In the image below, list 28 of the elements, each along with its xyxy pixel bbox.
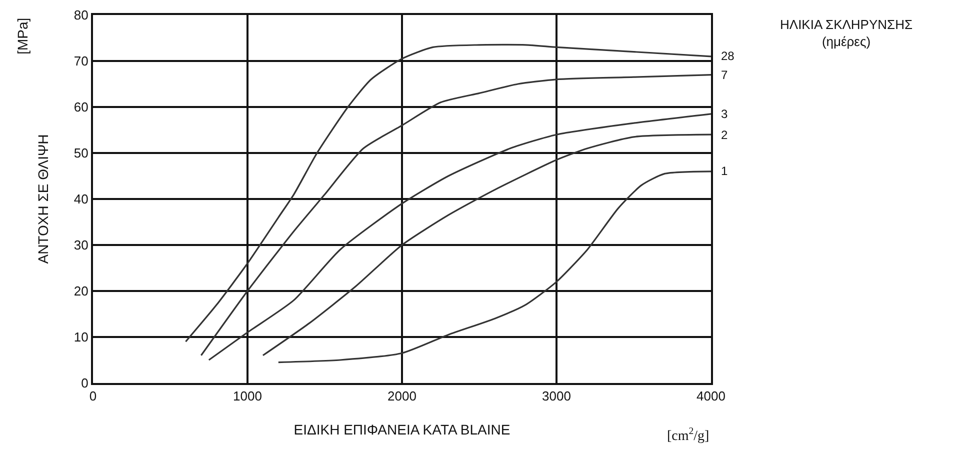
y-tick-label: 0 [81, 376, 88, 391]
y-tick-label: 20 [74, 284, 88, 299]
series-label: 3 [721, 107, 728, 121]
line-series [184, 44, 711, 342]
x-tick-label: 1000 [233, 388, 262, 404]
y-axis-title: ΑΝΤΟΧΗ ΣΕ ΘΛΙΨΗ [35, 134, 52, 264]
legend-title: ΗΛΙΚΙΑ ΣΚΛΗΡΥΝΣΗΣ (ημέρες) [780, 17, 913, 49]
x-tick-label: 2000 [388, 388, 416, 404]
line-series [208, 113, 711, 361]
line-series [200, 74, 711, 356]
series-label: 28 [721, 49, 735, 63]
x-tick-label: 3000 [542, 388, 571, 404]
y-tick-label: 10 [74, 330, 88, 345]
series-label: 7 [721, 68, 728, 82]
y-tick-label: 30 [74, 238, 88, 253]
y-tick-label: 50 [74, 146, 88, 161]
text: [cm$^{2}$/g] [667, 426, 710, 444]
series-label: 1 [721, 164, 728, 178]
line-series [262, 134, 711, 356]
y-tick-label: 70 [74, 54, 88, 69]
x-axis-title: ΕΙΔΙΚΗ ΕΠΙΦΑΝΕΙΑ ΚΑΤΑ BLAINE [294, 421, 510, 438]
line-series [278, 170, 711, 364]
y-tick-label: 40 [74, 192, 88, 207]
y-tick-label: 80 [74, 8, 88, 23]
text: [MPa] [14, 18, 30, 54]
series-label: 2 [721, 128, 728, 142]
y-tick-label: 60 [74, 100, 88, 115]
x-tick-label: 4000 [696, 388, 726, 404]
